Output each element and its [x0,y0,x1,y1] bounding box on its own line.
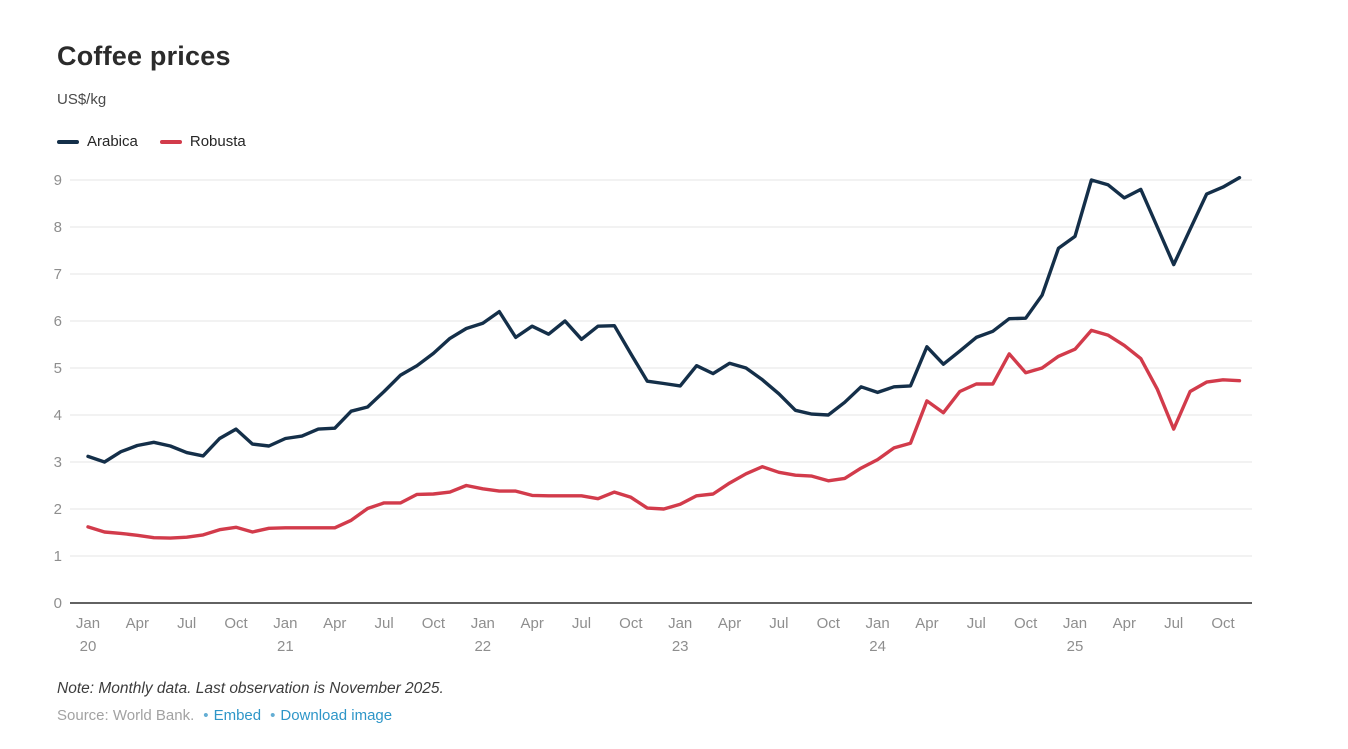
legend-label-arabica: Arabica [87,133,138,150]
x-tick-label: Jul [572,615,591,632]
x-tick-label: Oct [1211,615,1235,632]
x-tick-label: Apr [520,615,543,632]
legend-label-robusta: Robusta [189,133,246,150]
legend-item-robusta: Robusta [159,133,246,150]
robusta-swatch-icon [159,139,182,144]
x-tick-label: Jan [866,615,890,632]
x-tick-label: Jan [76,615,100,632]
x-tick-label: Jan [273,615,297,632]
x-tick-label: Oct [817,615,841,632]
robusta-line [86,328,1242,540]
x-tick-year-label: 20 [80,638,97,655]
y-tick-label: 8 [54,219,62,236]
download-image-link[interactable]: Download image [280,707,393,724]
y-tick-label: 5 [54,360,62,377]
legend: Arabica Robusta [57,133,268,150]
x-tick-year-label: 23 [672,638,689,655]
x-tick-label: Jul [177,615,196,632]
y-tick-label: 3 [54,454,62,471]
source-text: Source: World Bank. [57,707,195,724]
y-tick-label: 7 [54,266,62,283]
x-tick-label: Jan [471,615,495,632]
x-tick-label: Jul [769,615,788,632]
chart-note: Note: Monthly data. Last observation is … [57,680,444,697]
x-tick-label: Apr [126,615,149,632]
x-tick-label: Jul [375,615,394,632]
x-tick-year-label: 22 [474,638,491,655]
x-tick-label: Oct [1014,615,1038,632]
arabica-line [86,175,1242,464]
x-tick-label: Apr [718,615,741,632]
y-tick-label: 0 [54,595,62,612]
source-line: Source: World Bank. • Embed • Download image [57,707,392,724]
x-tick-label: Apr [915,615,938,632]
y-tick-label: 9 [54,172,62,189]
y-tick-label: 2 [54,501,62,518]
x-tick-year-label: 21 [277,638,294,655]
x-tick-label: Jul [967,615,986,632]
x-tick-year-label: 25 [1067,638,1084,655]
legend-item-arabica: Arabica [57,133,138,150]
x-tick-label: Jul [1164,615,1183,632]
x-tick-label: Apr [323,615,346,632]
y-tick-label: 6 [54,313,62,330]
x-tick-label: Oct [224,615,248,632]
page-title: Coffee prices [57,41,231,71]
x-tick-label: Oct [619,615,643,632]
x-tick-label: Oct [422,615,446,632]
y-tick-label: 4 [54,407,62,424]
bullet-separator: • [270,707,276,724]
arabica-swatch-icon [57,139,79,144]
x-tick-label: Apr [1113,615,1136,632]
embed-link[interactable]: Embed [213,707,262,724]
chart-unit-label: US$/kg [57,91,107,108]
x-tick-year-label: 24 [869,638,886,655]
bullet-separator: • [203,707,209,724]
y-tick-label: 1 [54,548,62,565]
x-tick-label: Jan [668,615,692,632]
x-tick-label: Jan [1063,615,1087,632]
